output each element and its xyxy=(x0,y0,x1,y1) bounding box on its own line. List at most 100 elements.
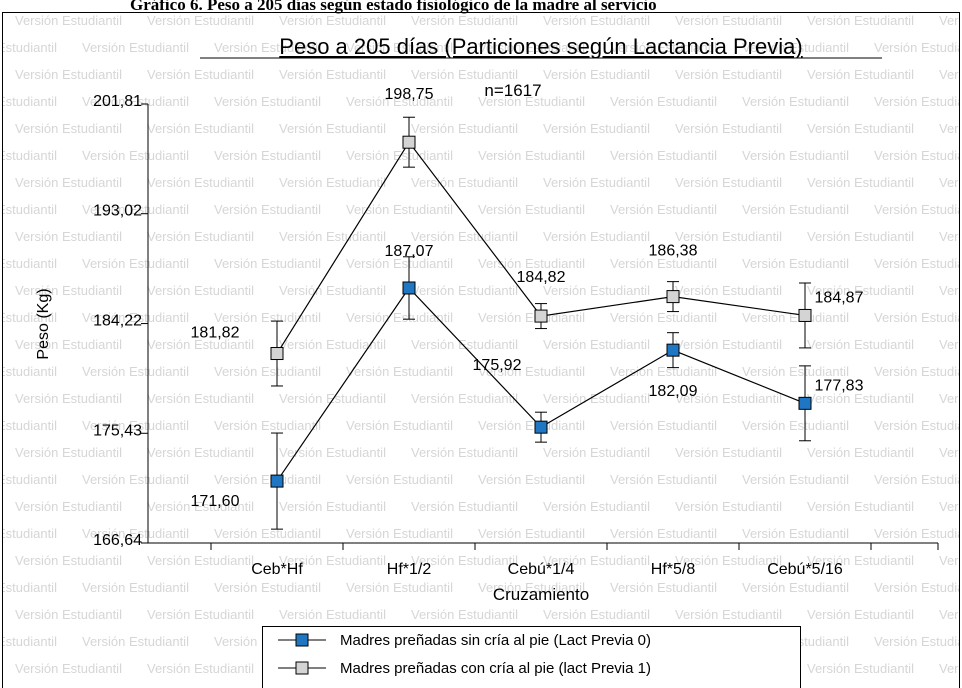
watermark: Versión Estudiantil xyxy=(147,283,254,298)
watermark: Versión Estudiantil xyxy=(675,607,782,622)
watermark: Versión Estudiantil xyxy=(82,580,189,595)
watermark: Versión Estudiantil xyxy=(939,229,962,244)
watermark: Versión Estudiantil xyxy=(411,445,518,460)
legend-marker xyxy=(295,661,309,675)
legend-marker xyxy=(295,633,309,647)
watermark: Versión Estudiantil xyxy=(346,202,453,217)
marker xyxy=(666,290,680,304)
watermark: Versión Estudiantil xyxy=(939,607,962,622)
marker xyxy=(270,474,284,488)
watermark: Versión Estudiantil xyxy=(610,526,717,541)
watermark: Versión Estudiantil xyxy=(0,634,57,649)
watermark: Versión Estudiantil xyxy=(807,175,914,190)
watermark: Versión Estudiantil xyxy=(807,391,914,406)
watermark: Versión Estudiantil xyxy=(874,40,962,55)
watermark: Versión Estudiantil xyxy=(675,175,782,190)
watermark: Versión Estudiantil xyxy=(82,472,189,487)
watermark: Versión Estudiantil xyxy=(675,391,782,406)
watermark: Versión Estudiantil xyxy=(939,175,962,190)
watermark: Versión Estudiantil xyxy=(15,337,122,352)
watermark: Versión Estudiantil xyxy=(147,661,254,676)
watermark: Versión Estudiantil xyxy=(675,229,782,244)
watermark: Versión Estudiantil xyxy=(675,13,782,28)
watermark: Versión Estudiantil xyxy=(742,256,849,271)
watermark: Versión Estudiantil xyxy=(478,148,585,163)
watermark: Versión Estudiantil xyxy=(675,67,782,82)
watermark: Versión Estudiantil xyxy=(279,499,386,514)
frame xyxy=(2,12,960,688)
watermark: Versión Estudiantil xyxy=(279,229,386,244)
watermark: Versión Estudiantil xyxy=(610,580,717,595)
watermark: Versión Estudiantil xyxy=(543,67,650,82)
watermark: Versión Estudiantil xyxy=(939,337,962,352)
watermark: Versión Estudiantil xyxy=(82,526,189,541)
watermark: Versión Estudiantil xyxy=(543,229,650,244)
watermark: Versión Estudiantil xyxy=(0,310,57,325)
watermark: Versión Estudiantil xyxy=(807,445,914,460)
watermark: Versión Estudiantil xyxy=(610,418,717,433)
watermark: Versión Estudiantil xyxy=(15,391,122,406)
marker xyxy=(534,420,548,434)
watermark: Versión Estudiantil xyxy=(675,337,782,352)
watermark: Versión Estudiantil xyxy=(478,202,585,217)
watermark: Versión Estudiantil xyxy=(279,391,386,406)
watermark: Versión Estudiantil xyxy=(807,13,914,28)
watermark: Versión Estudiantil xyxy=(939,13,962,28)
watermark: Versión Estudiantil xyxy=(874,580,962,595)
watermark: Versión Estudiantil xyxy=(346,310,453,325)
watermark: Versión Estudiantil xyxy=(807,607,914,622)
watermark: Versión Estudiantil xyxy=(147,391,254,406)
watermark: Versión Estudiantil xyxy=(279,67,386,82)
y-tick-label: 184,22 xyxy=(93,313,142,330)
watermark: Versión Estudiantil xyxy=(675,553,782,568)
watermark: Versión Estudiantil xyxy=(742,202,849,217)
watermark: Versión Estudiantil xyxy=(214,256,321,271)
watermark: Versión Estudiantil xyxy=(874,94,962,109)
watermark: Versión Estudiantil xyxy=(346,94,453,109)
watermark: Versión Estudiantil xyxy=(346,580,453,595)
watermark: Versión Estudiantil xyxy=(742,94,849,109)
marker xyxy=(402,135,416,149)
watermark: Versión Estudiantil xyxy=(610,40,717,55)
watermark: Versión Estudiantil xyxy=(214,202,321,217)
watermark: Versión Estudiantil xyxy=(675,283,782,298)
watermark: Versión Estudiantil xyxy=(411,553,518,568)
data-label: 181,82 xyxy=(191,325,240,342)
watermark: Versión Estudiantil xyxy=(610,364,717,379)
watermark: Versión Estudiantil xyxy=(0,472,57,487)
watermark: Versión Estudiantil xyxy=(0,94,57,109)
watermark: Versión Estudiantil xyxy=(742,364,849,379)
watermark: Versión Estudiantil xyxy=(147,121,254,136)
marker xyxy=(534,309,548,323)
watermark: Versión Estudiantil xyxy=(543,445,650,460)
watermark: Versión Estudiantil xyxy=(279,13,386,28)
watermark: Versión Estudiantil xyxy=(807,661,914,676)
watermark: Versión Estudiantil xyxy=(0,202,57,217)
watermark: Versión Estudiantil xyxy=(874,634,962,649)
watermark: Versión Estudiantil xyxy=(279,283,386,298)
watermark: Versión Estudiantil xyxy=(346,526,453,541)
watermark: Versión Estudiantil xyxy=(15,175,122,190)
watermark: Versión Estudiantil xyxy=(214,472,321,487)
watermark: Versión Estudiantil xyxy=(214,364,321,379)
watermark: Versión Estudiantil xyxy=(610,310,717,325)
watermark: Versión Estudiantil xyxy=(742,40,849,55)
annotation: n=1617 xyxy=(484,81,541,100)
watermark: Versión Estudiantil xyxy=(874,364,962,379)
watermark: Versión Estudiantil xyxy=(279,445,386,460)
watermark: Versión Estudiantil xyxy=(939,553,962,568)
watermark: Versión Estudiantil xyxy=(478,364,585,379)
chart-title: Peso a 205 días (Particiones según Lacta… xyxy=(279,34,802,59)
watermark: Versión Estudiantil xyxy=(807,337,914,352)
watermark: Versión Estudiantil xyxy=(610,202,717,217)
watermark: Versión Estudiantil xyxy=(15,607,122,622)
y-tick-label: 166,64 xyxy=(93,532,142,549)
watermark: Versión Estudiantil xyxy=(15,499,122,514)
watermark: Versión Estudiantil xyxy=(15,67,122,82)
watermark: Versión Estudiantil xyxy=(15,229,122,244)
watermark: Versión Estudiantil xyxy=(82,256,189,271)
y-axis-label: Peso (Kg) xyxy=(35,288,52,359)
watermark: Versión Estudiantil xyxy=(543,499,650,514)
watermark: Versión Estudiantil xyxy=(411,67,518,82)
y-tick-label: 175,43 xyxy=(93,422,142,439)
